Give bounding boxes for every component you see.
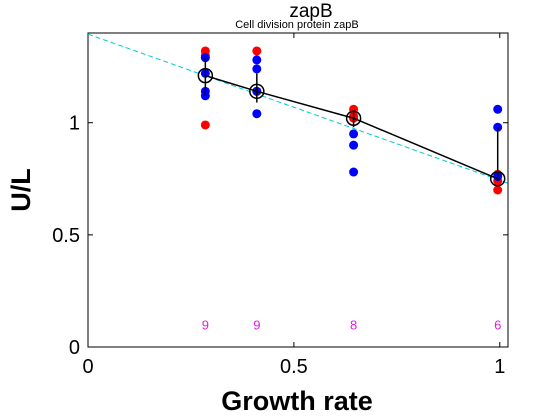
fit-line — [87, 33, 509, 184]
plot-area — [87, 32, 509, 348]
y-tick-label: 1 — [69, 113, 80, 135]
count-label: 8 — [350, 318, 357, 333]
chart-subtitle: Cell division protein zapB — [235, 19, 359, 31]
blue-point — [349, 129, 359, 139]
red-point — [252, 46, 262, 56]
mean-marker — [197, 67, 214, 84]
count-label: 9 — [253, 318, 260, 333]
mean-line-group — [197, 57, 506, 187]
x-tick-label: 0.5 — [280, 356, 308, 378]
mean-marker — [489, 171, 506, 187]
mean-marker — [345, 110, 362, 126]
x-tick-label: 1 — [494, 356, 505, 378]
red-point — [493, 185, 503, 195]
count-label: 9 — [202, 318, 209, 333]
fit-line-group — [87, 33, 509, 184]
mean-line — [205, 74, 498, 180]
x-axis-label: Growth rate — [221, 386, 373, 416]
blue-point — [349, 140, 359, 150]
blue-point — [493, 104, 503, 114]
blue-point — [349, 167, 359, 177]
x-tick-label: 0 — [82, 356, 93, 378]
y-tick-label: 0.5 — [52, 225, 80, 247]
blue-point — [252, 55, 262, 65]
blue-point — [252, 109, 262, 119]
chart-title: zapB — [289, 1, 332, 22]
y-axis-label: U/L — [6, 168, 36, 212]
red-point — [200, 120, 210, 130]
y-tick-label: 0 — [69, 337, 80, 359]
axis-ticks: 0 0.5 1 0 0.5 1 — [52, 33, 508, 378]
count-label: 6 — [494, 318, 501, 333]
blue-point — [252, 64, 262, 74]
data-points-group — [200, 46, 503, 195]
mean-marker — [249, 83, 265, 100]
count-labels-group: 9 9 8 6 — [202, 318, 502, 333]
